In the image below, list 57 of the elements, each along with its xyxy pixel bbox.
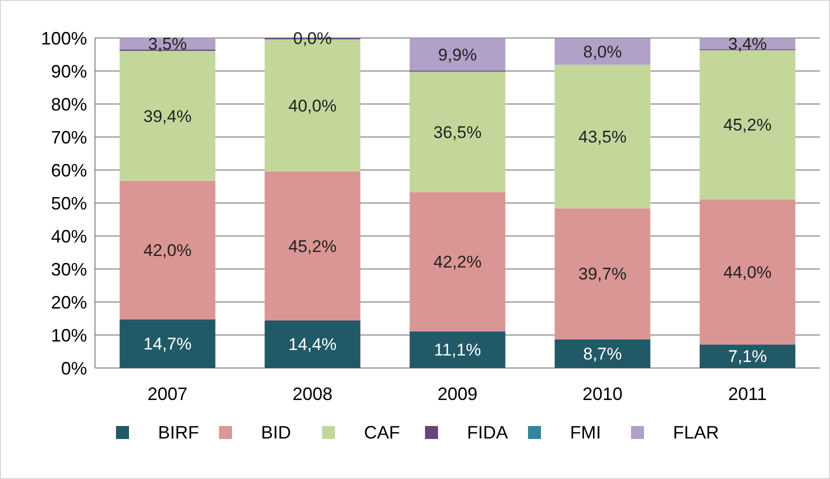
y-tick-label: 10% (50, 325, 87, 346)
data-label: 43,5% (578, 127, 627, 146)
y-tick-label: 70% (50, 127, 87, 148)
bar (700, 344, 796, 368)
y-tick-label: 40% (50, 226, 87, 246)
data-label: 9,9% (438, 45, 477, 64)
bar (120, 319, 216, 368)
data-label: 8,0% (583, 42, 622, 62)
y-tick-label: 80% (50, 94, 87, 114)
data-label: 42,0% (143, 241, 192, 260)
bar (120, 180, 216, 320)
legend-label: FIDA (467, 422, 508, 442)
data-label: 40,0% (288, 96, 337, 116)
bar (410, 72, 506, 192)
y-tick-label: 30% (50, 259, 87, 280)
bar (410, 192, 506, 332)
bar (120, 50, 216, 181)
bar (264, 320, 360, 368)
legend-label: FMI (570, 422, 601, 442)
y-tick-label: 60% (50, 160, 87, 180)
legend-label: BIRF (158, 422, 200, 442)
data-label: 36,5% (433, 122, 482, 142)
data-label: 44,0% (723, 262, 772, 282)
bar (554, 38, 650, 65)
bar (554, 64, 650, 208)
x-tick-label: 2010 (582, 384, 623, 404)
data-label: 3,4% (728, 34, 767, 54)
x-tick-label: 2009 (437, 384, 478, 404)
legend-label: BID (261, 422, 292, 442)
data-label: 39,4% (143, 106, 192, 126)
data-label: 3,5% (148, 34, 187, 54)
legend-label: CAF (364, 422, 400, 442)
data-label: 45,2% (288, 236, 337, 256)
bar (554, 339, 650, 368)
data-label: 14,7% (143, 334, 192, 354)
y-tick-label: 90% (50, 61, 87, 82)
bar (410, 331, 506, 368)
y-tick-label: 100% (40, 28, 87, 48)
y-tick-label: 50% (50, 193, 87, 214)
y-tick-label: 20% (50, 292, 87, 312)
legend-label: FLAR (673, 422, 720, 442)
data-label: 14,4% (288, 335, 337, 354)
bar (264, 171, 360, 320)
data-label: 39,7% (578, 264, 627, 284)
data-label: 11,1% (434, 340, 481, 360)
x-tick-label: 2011 (728, 384, 767, 404)
x-tick-label: 2008 (292, 384, 333, 404)
x-tick-label: 2007 (147, 384, 188, 404)
bar (700, 199, 796, 345)
bar (554, 208, 650, 340)
data-label: 45,2% (723, 116, 772, 135)
data-label: 7,1% (728, 347, 767, 366)
data-label: 8,7% (583, 344, 622, 364)
y-tick-label: 0% (60, 358, 87, 378)
bar (410, 38, 506, 71)
data-label: 42,2% (433, 252, 482, 272)
bar (700, 50, 796, 200)
